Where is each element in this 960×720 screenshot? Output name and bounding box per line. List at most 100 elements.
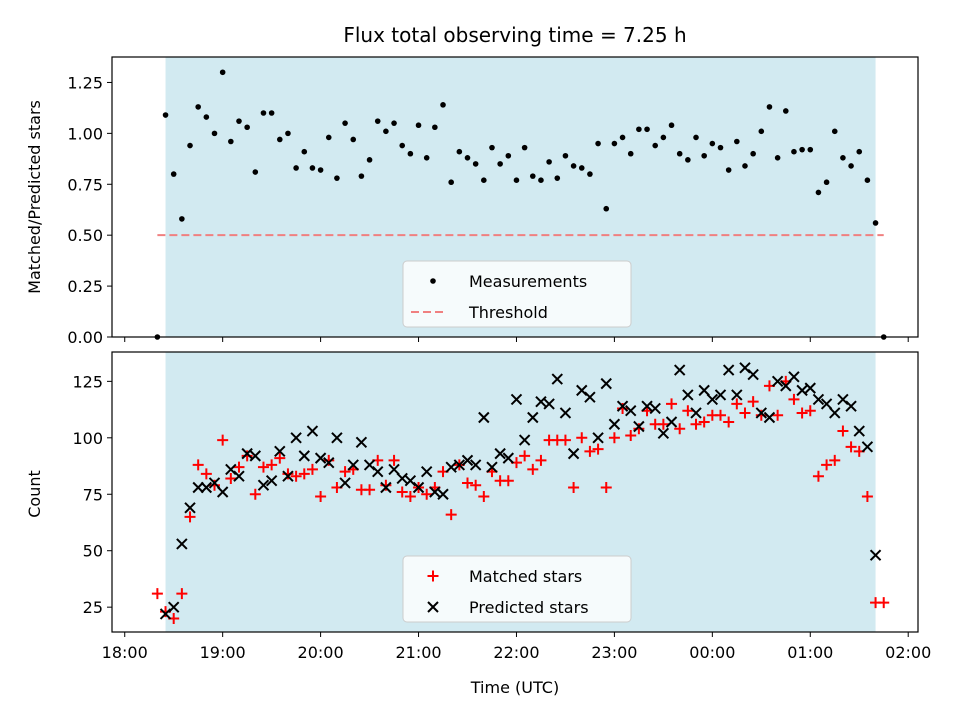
measurement-point — [366, 157, 373, 163]
measurement-point — [570, 163, 577, 169]
predicted-star-point — [478, 411, 490, 424]
measurement-point — [774, 155, 781, 161]
predicted-star-point — [420, 465, 433, 478]
measurement-point — [652, 142, 659, 149]
measurement-point — [562, 152, 569, 159]
measurement-point — [374, 118, 381, 124]
measurement-point — [872, 220, 879, 226]
measurement-point — [342, 120, 348, 126]
measurement-point — [660, 134, 667, 141]
predicted-star-point — [290, 432, 302, 444]
predicted-star-point — [323, 456, 335, 469]
matched-star-point — [274, 452, 286, 464]
matched-star-point — [674, 423, 686, 435]
predicted-star-point — [592, 432, 604, 444]
matched-star-point — [233, 461, 245, 473]
predicted-star-point — [249, 450, 262, 462]
matched-star-point — [306, 463, 318, 475]
predicted-star-point — [788, 371, 800, 383]
predicted-star-point — [241, 447, 253, 460]
predicted-star-point — [804, 382, 816, 394]
measurement-point — [595, 140, 601, 147]
measurement-point — [285, 130, 291, 137]
matched-star-point — [502, 475, 514, 487]
legend-label: Measurements — [469, 272, 587, 291]
bottom-panel: 25 50 75 100 125 18:00 19:00 20:00 21:00 22:00 23:… — [72, 351, 931, 662]
series-measurements — [154, 69, 887, 340]
predicted-star-point — [869, 549, 882, 561]
measurement-point — [179, 216, 185, 222]
measurement-point — [807, 146, 814, 153]
measurement-point — [228, 138, 234, 145]
x-tick-label: 01:00 — [787, 643, 833, 662]
top-panel: 0.00 0.25 0.50 0.75 1.00 1.25 Measurements Thre… — [67, 56, 919, 347]
measurement-point — [636, 126, 642, 133]
measurement-point — [766, 104, 773, 110]
predicted-star-point — [298, 450, 310, 462]
predicted-star-point — [690, 407, 702, 419]
predicted-star-point — [388, 463, 400, 476]
measurement-point — [195, 104, 201, 110]
measurement-point — [848, 163, 854, 169]
matched-star-point — [404, 491, 416, 503]
matched-star-point — [478, 491, 490, 503]
matched-star-point — [445, 509, 457, 521]
measurement-point — [864, 177, 871, 183]
matched-star-point — [861, 491, 873, 503]
matched-star-point — [821, 459, 833, 471]
predicted-star-point — [755, 407, 768, 419]
predicted-star-point — [543, 398, 555, 410]
predicted-star-point — [682, 389, 694, 401]
measurement-point — [791, 148, 797, 155]
predicted-star-point — [208, 477, 221, 489]
matched-star-point — [723, 416, 735, 428]
matched-star-point — [714, 409, 726, 421]
matched-star-point — [625, 430, 637, 442]
measurement-point — [383, 128, 389, 135]
predicted-star-point — [200, 481, 213, 494]
predicted-star-point — [461, 454, 474, 467]
predicted-star-point — [502, 452, 515, 464]
measurement-point — [350, 136, 357, 143]
matched-star-point — [225, 472, 237, 484]
y-tick-label: 0.50 — [67, 226, 103, 245]
matched-star-point — [519, 450, 531, 462]
x-tick-label: 23:00 — [591, 643, 637, 662]
measurement-point — [668, 122, 675, 129]
matched-star-point — [568, 481, 580, 493]
predicted-star-point — [771, 375, 784, 388]
predicted-star-point — [820, 398, 833, 410]
measurement-point — [546, 159, 552, 165]
predicted-star-point — [780, 380, 792, 392]
matched-star-point — [559, 434, 571, 446]
predicted-star-point — [829, 407, 841, 419]
measurement-point — [301, 148, 308, 155]
measurement-point — [685, 157, 691, 163]
matched-star-point — [200, 468, 212, 480]
matched-star-point — [592, 443, 604, 455]
matched-star-point — [192, 459, 204, 471]
legend-label: Threshold — [468, 303, 548, 322]
measurement-point — [799, 146, 805, 153]
measurement-point — [782, 108, 789, 114]
matched-star-point — [829, 454, 841, 466]
matched-star-point — [257, 461, 269, 473]
matched-star-point — [812, 470, 824, 482]
axes-frame — [111, 56, 919, 338]
x-tick-label: 02:00 — [885, 643, 931, 662]
measurement-point — [440, 102, 446, 108]
matched-star-point — [576, 432, 588, 444]
measurement-point — [521, 144, 528, 151]
measurement-point — [162, 112, 169, 118]
predicted-star-point — [486, 461, 498, 473]
measurement-point — [432, 124, 438, 131]
measurement-point — [211, 130, 218, 137]
measurement-point — [407, 150, 414, 157]
predicted-star-point — [510, 393, 523, 406]
measurement-point — [578, 165, 585, 171]
measurement-point — [815, 189, 822, 196]
predicted-star-point — [265, 475, 278, 487]
matched-star-point — [608, 432, 620, 444]
bottom-y-axis-label: Count — [25, 470, 44, 518]
matched-star-point — [698, 416, 710, 428]
